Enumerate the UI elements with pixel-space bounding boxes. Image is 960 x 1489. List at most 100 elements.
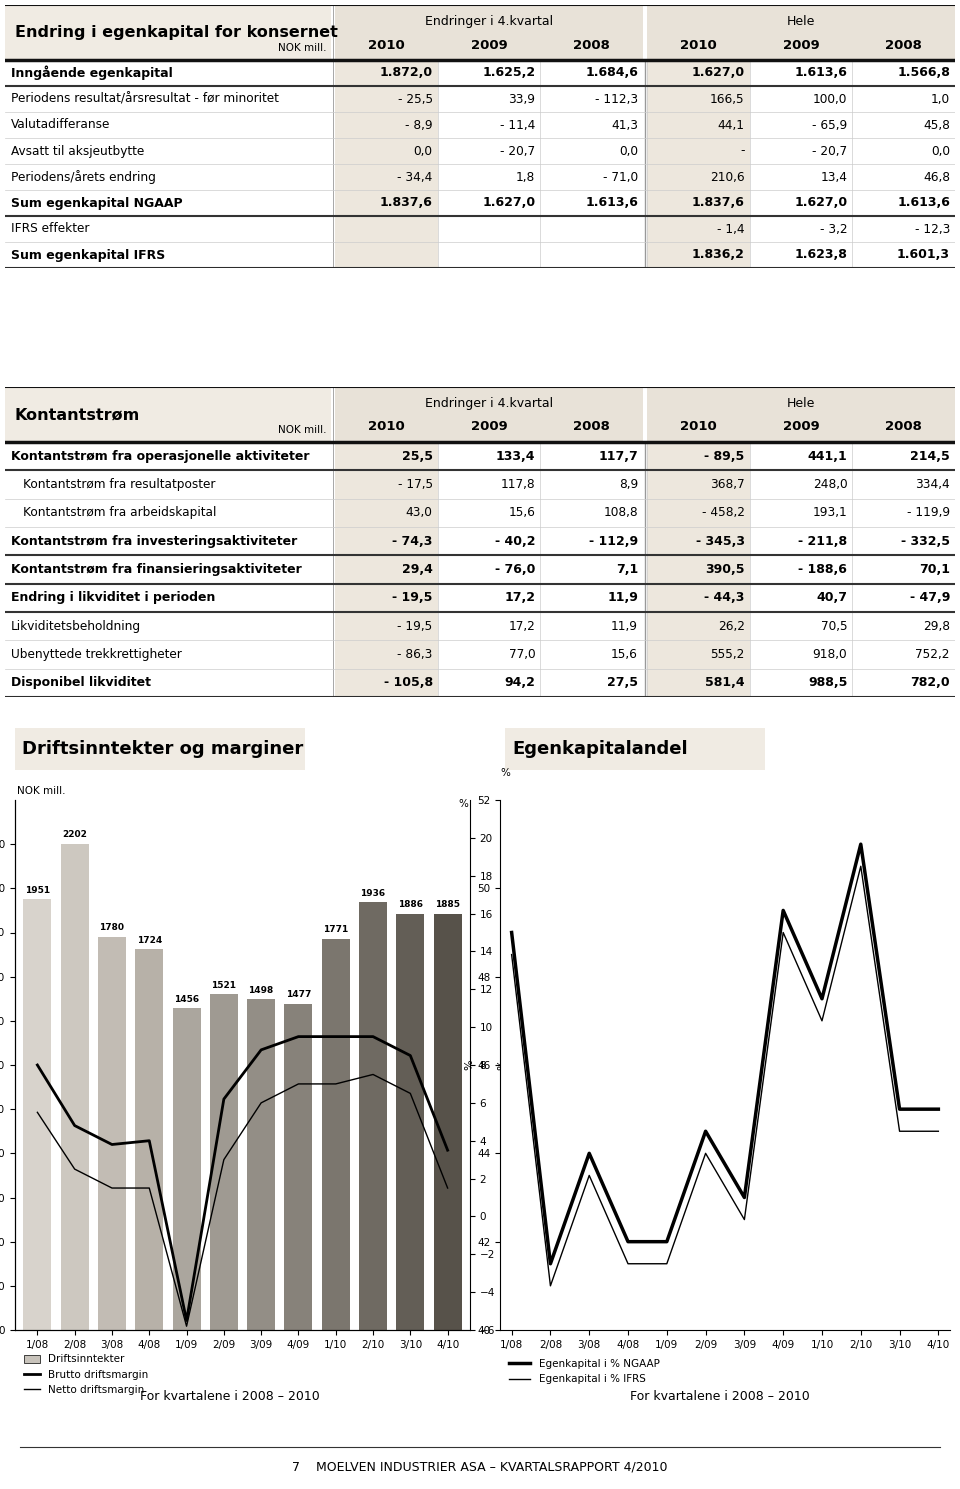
Text: 0,0: 0,0 (931, 144, 950, 158)
Bar (15, 728, 305, 770)
Text: Hele: Hele (787, 398, 815, 409)
Text: Sum egenkapital NGAAP: Sum egenkapital NGAAP (11, 197, 182, 210)
Egenkapital i % IFRS (778, 923, 789, 941)
Text: 15,6: 15,6 (509, 506, 536, 520)
Text: 1.566,8: 1.566,8 (898, 67, 950, 79)
Text: 1.837,6: 1.837,6 (380, 197, 433, 210)
Text: 1.872,0: 1.872,0 (379, 67, 433, 79)
Text: Egenkapitalandel: Egenkapitalandel (512, 740, 687, 758)
Text: Endringer i 4.kvartal: Endringer i 4.kvartal (425, 15, 553, 28)
Text: 133,4: 133,4 (495, 450, 536, 463)
Text: 1936: 1936 (360, 889, 386, 898)
Text: 11,9: 11,9 (607, 591, 638, 605)
Y-axis label: %: % (465, 1060, 474, 1071)
Egenkapital i % NGAAP (816, 990, 828, 1008)
Legend: Driftsinntekter, Brutto driftsmargin, Netto driftsmargin: Driftsinntekter, Brutto driftsmargin, Ne… (20, 1351, 153, 1400)
Bar (647, 4, 955, 60)
Egenkapital i % NGAAP (506, 923, 517, 941)
Text: 17,2: 17,2 (509, 619, 536, 633)
Text: For kvartalene i 2008 – 2010: For kvartalene i 2008 – 2010 (630, 1391, 810, 1403)
Text: 2010: 2010 (368, 420, 405, 433)
Text: 108,8: 108,8 (604, 506, 638, 520)
Line: Egenkapital i % NGAAP: Egenkapital i % NGAAP (512, 844, 938, 1264)
Text: 29,8: 29,8 (923, 619, 950, 633)
Text: - 86,3: - 86,3 (397, 648, 433, 661)
Text: 77,0: 77,0 (509, 648, 536, 661)
Text: 43,0: 43,0 (406, 506, 433, 520)
Text: 94,2: 94,2 (504, 676, 536, 689)
Text: - 458,2: - 458,2 (702, 506, 745, 520)
Text: - 3,2: - 3,2 (820, 222, 848, 235)
Text: 2202: 2202 (62, 831, 87, 840)
Bar (505, 728, 765, 770)
Text: 988,5: 988,5 (808, 676, 848, 689)
Bar (647, 442, 750, 697)
Text: - 112,3: - 112,3 (595, 92, 638, 106)
Text: 44,1: 44,1 (718, 119, 745, 131)
Text: Valutadifferanse: Valutadifferanse (11, 119, 110, 131)
Bar (173, 1008, 201, 1330)
Text: 45,8: 45,8 (924, 119, 950, 131)
Text: - 19,5: - 19,5 (397, 619, 433, 633)
Text: 70,1: 70,1 (919, 563, 950, 576)
Line: Egenkapital i % IFRS: Egenkapital i % IFRS (512, 867, 938, 1286)
Text: 2008: 2008 (885, 39, 923, 52)
Bar (284, 1004, 312, 1330)
Text: NOK mill.: NOK mill. (278, 43, 327, 54)
Text: 46,8: 46,8 (923, 171, 950, 183)
Text: 1456: 1456 (174, 995, 199, 1004)
Text: 193,1: 193,1 (812, 506, 848, 520)
Text: 334,4: 334,4 (915, 478, 950, 491)
Text: 1.625,2: 1.625,2 (482, 67, 536, 79)
Text: - 105,8: - 105,8 (384, 676, 433, 689)
Egenkapital i % NGAAP (700, 1123, 711, 1141)
Text: 1.613,6: 1.613,6 (795, 67, 848, 79)
Egenkapital i % IFRS (584, 1166, 595, 1184)
Text: 1.837,6: 1.837,6 (692, 197, 745, 210)
Bar (647, 387, 955, 442)
Text: 7    MOELVEN INDUSTRIER ASA – KVARTALSRAPPORT 4/2010: 7 MOELVEN INDUSTRIER ASA – KVARTALSRAPPO… (292, 1461, 668, 1474)
Text: 70,5: 70,5 (821, 619, 848, 633)
Text: 1780: 1780 (100, 923, 125, 932)
Text: - 20,7: - 20,7 (500, 144, 536, 158)
Text: 1.623,8: 1.623,8 (795, 249, 848, 262)
Bar (335, 387, 643, 442)
Text: 1724: 1724 (136, 937, 162, 946)
Egenkapital i % IFRS (622, 1255, 634, 1273)
Text: - 34,4: - 34,4 (397, 171, 433, 183)
Text: - 40,2: - 40,2 (494, 535, 536, 548)
Text: 2009: 2009 (782, 39, 820, 52)
Text: Endring i likviditet i perioden: Endring i likviditet i perioden (11, 591, 215, 605)
Text: - 47,9: - 47,9 (910, 591, 950, 605)
Text: 581,4: 581,4 (705, 676, 745, 689)
Text: - 1,4: - 1,4 (717, 222, 745, 235)
Text: Likviditetsbeholdning: Likviditetsbeholdning (11, 619, 141, 633)
Text: Periodens resultat/årsresultat - før minoritet: Periodens resultat/årsresultat - før min… (11, 92, 278, 106)
Text: 2009: 2009 (782, 420, 820, 433)
Text: - 89,5: - 89,5 (705, 450, 745, 463)
Text: Kontantstrøm: Kontantstrøm (15, 406, 140, 421)
Text: 2009: 2009 (470, 420, 508, 433)
Text: - 211,8: - 211,8 (798, 535, 848, 548)
Text: 1477: 1477 (286, 990, 311, 999)
Bar (322, 940, 349, 1330)
Bar (5, 387, 331, 442)
Text: 210,6: 210,6 (710, 171, 745, 183)
Text: Avsatt til aksjeutbytte: Avsatt til aksjeutbytte (11, 144, 144, 158)
Text: 25,5: 25,5 (401, 450, 433, 463)
Text: 41,3: 41,3 (611, 119, 638, 131)
Text: Sum egenkapital IFRS: Sum egenkapital IFRS (11, 249, 165, 262)
Text: 1771: 1771 (324, 926, 348, 935)
Text: 1,0: 1,0 (931, 92, 950, 106)
Text: 29,4: 29,4 (402, 563, 433, 576)
Text: Driftsinntekter og marginer: Driftsinntekter og marginer (22, 740, 303, 758)
Text: 2008: 2008 (573, 420, 611, 433)
Text: 2008: 2008 (573, 39, 611, 52)
Legend: Egenkapital i % NGAAP, Egenkapital i % IFRS: Egenkapital i % NGAAP, Egenkapital i % I… (505, 1355, 663, 1388)
Text: %: % (500, 768, 510, 777)
Text: - 76,0: - 76,0 (495, 563, 536, 576)
Text: Kontantstrøm fra investeringsaktiviteter: Kontantstrøm fra investeringsaktiviteter (11, 535, 298, 548)
Text: - 71,0: - 71,0 (603, 171, 638, 183)
Text: - 74,3: - 74,3 (393, 535, 433, 548)
Text: 2010: 2010 (368, 39, 405, 52)
